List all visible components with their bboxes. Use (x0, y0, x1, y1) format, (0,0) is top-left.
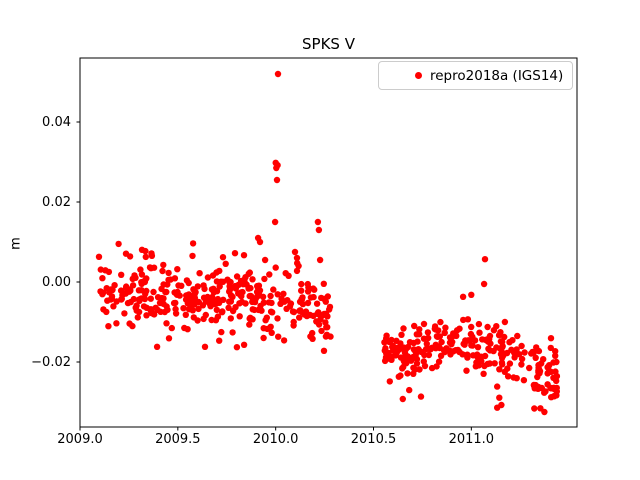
y-tick-label: −0.02 (31, 354, 71, 370)
legend-series-label: repro2018a (IGS14) (430, 67, 564, 84)
y-tick-label: 0.02 (42, 194, 71, 210)
chart-title: SPKS V (302, 35, 355, 53)
x-tick-label: 2010.5 (350, 432, 397, 447)
x-tick-label: 2010.0 (252, 432, 299, 447)
legend: repro2018a (IGS14) (378, 61, 573, 90)
y-tick-label: 0.00 (42, 274, 71, 290)
y-tick-label: 0.04 (42, 114, 71, 130)
axes-frame (79, 57, 578, 428)
y-axis-label: m (8, 237, 24, 250)
scatter-points (95, 70, 561, 416)
x-tick-label: 2011.0 (448, 432, 495, 447)
x-tick-label: 2009.0 (57, 432, 103, 447)
legend-marker-icon (415, 72, 422, 79)
x-tick-label: 2009.5 (155, 432, 201, 447)
